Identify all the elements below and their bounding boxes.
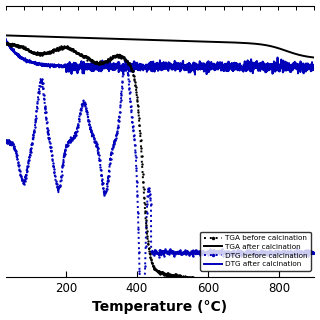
X-axis label: Temperature (°C): Temperature (°C) — [92, 300, 228, 315]
Legend: TGA before calcination, TGA after calcination, DTG before calcination, DTG after: TGA before calcination, TGA after calcin… — [200, 232, 311, 271]
